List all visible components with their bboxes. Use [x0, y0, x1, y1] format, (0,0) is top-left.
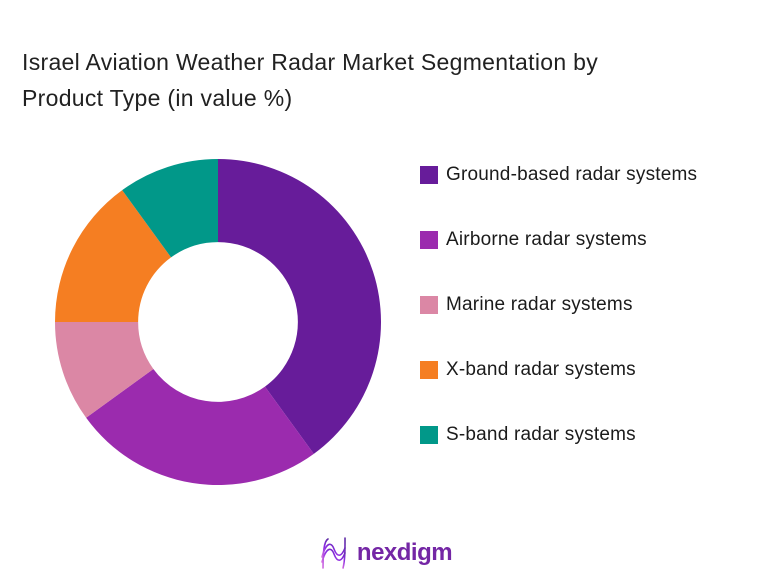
- legend-item-airborne: Airborne radar systems: [420, 228, 697, 252]
- chart-title-line1: Israel Aviation Weather Radar Market Seg…: [22, 49, 598, 75]
- legend-label-marine: Marine radar systems: [446, 294, 633, 315]
- legend-item-s-band: S-band radar systems: [420, 423, 697, 447]
- legend-swatch-marine: [420, 296, 438, 314]
- legend-swatch-ground-based: [420, 166, 438, 184]
- donut-chart-svg: [55, 159, 382, 486]
- donut-segment-s-band-radar-systems: [122, 159, 218, 258]
- brand-name: nexdigm: [356, 539, 453, 566]
- donut-segment-airborne-radar-systems: [86, 368, 314, 486]
- legend-label-x-band: X-band radar systems: [446, 359, 636, 380]
- legend-swatch-x-band: [420, 361, 438, 379]
- nexdigm-wave-icon: [321, 537, 346, 569]
- donut-chart: [55, 159, 382, 486]
- legend-label-airborne: Airborne radar systems: [446, 229, 647, 250]
- legend-item-marine: Marine radar systems: [420, 293, 697, 317]
- legend-label-s-band: S-band radar systems: [446, 424, 636, 445]
- donut-segment-ground-based-radar-systems: [218, 159, 382, 454]
- chart-title-line2: Product Type (in value %): [22, 85, 293, 111]
- legend-label-ground-based: Ground-based radar systems: [446, 164, 698, 185]
- chart-title: Israel Aviation Weather Radar Market Seg…: [22, 44, 742, 116]
- legend-swatch-airborne: [420, 231, 438, 249]
- legend-swatch-s-band: [420, 426, 438, 444]
- donut-segment-x-band-radar-systems: [55, 190, 172, 322]
- legend-item-x-band: X-band radar systems: [420, 358, 697, 382]
- legend-item-ground-based: Ground-based radar systems: [420, 163, 697, 187]
- legend: Ground-based radar systems Airborne rada…: [420, 163, 697, 447]
- brand-logo: nexdigm: [0, 536, 770, 570]
- donut-segment-marine-radar-systems: [55, 322, 154, 418]
